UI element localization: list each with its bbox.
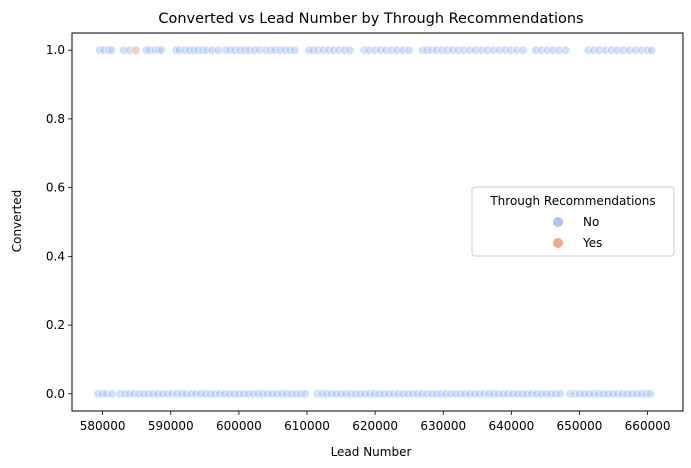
x-tick-label: 590000 [148, 419, 194, 433]
data-point-yes [131, 45, 141, 55]
x-tick-label: 640000 [488, 419, 534, 433]
y-tick-label: 0.0 [46, 387, 65, 401]
legend-box [471, 186, 675, 257]
x-tick-label: 660000 [625, 419, 671, 433]
data-point-no [107, 389, 117, 399]
chart-title: Converted vs Lead Number by Through Reco… [158, 11, 583, 27]
y-tick-label: 0.2 [46, 318, 65, 332]
y-tick-label: 0.4 [46, 249, 65, 263]
data-point-no [561, 45, 571, 55]
data-point-no [555, 389, 566, 399]
data-point-no [300, 389, 310, 399]
x-tick-label: 630000 [420, 419, 466, 433]
y-axis-label: Converted [10, 190, 24, 252]
legend: Through Recommendations No Yes [471, 186, 675, 257]
legend-label-yes: Yes [582, 236, 602, 250]
data-point-no [106, 45, 117, 55]
x-tick-label: 610000 [284, 419, 330, 433]
data-point-no [290, 45, 300, 55]
data-point-no [404, 45, 414, 55]
x-axis-ticks: 580000 590000 600000 610000 620000 630000 6400… [80, 411, 671, 433]
y-tick-label: 1.0 [46, 43, 65, 57]
data-point-no [345, 45, 355, 55]
data-point-no [518, 45, 528, 55]
legend-title: Through Recommendations [489, 194, 655, 208]
legend-marker-no [553, 217, 563, 227]
legend-marker-yes [553, 238, 563, 248]
plot-frame [71, 32, 684, 412]
x-axis-label: Lead Number [331, 445, 412, 459]
data-point-no [645, 389, 655, 399]
data-point-no [647, 45, 657, 55]
y-axis-ticks: 0.0 0.2 0.4 0.6 0.8 1.0 [46, 43, 72, 401]
points-layer [93, 45, 657, 399]
x-tick-label: 620000 [352, 419, 398, 433]
y-tick-label: 0.8 [46, 112, 65, 126]
x-tick-label: 580000 [80, 419, 126, 433]
legend-label-no: No [583, 215, 599, 229]
y-tick-label: 0.6 [46, 181, 65, 195]
x-tick-label: 650000 [557, 419, 603, 433]
data-point-no [156, 45, 166, 55]
x-tick-label: 600000 [216, 419, 262, 433]
